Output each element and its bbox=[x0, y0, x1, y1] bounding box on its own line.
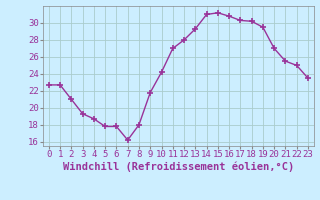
X-axis label: Windchill (Refroidissement éolien,°C): Windchill (Refroidissement éolien,°C) bbox=[63, 162, 294, 172]
